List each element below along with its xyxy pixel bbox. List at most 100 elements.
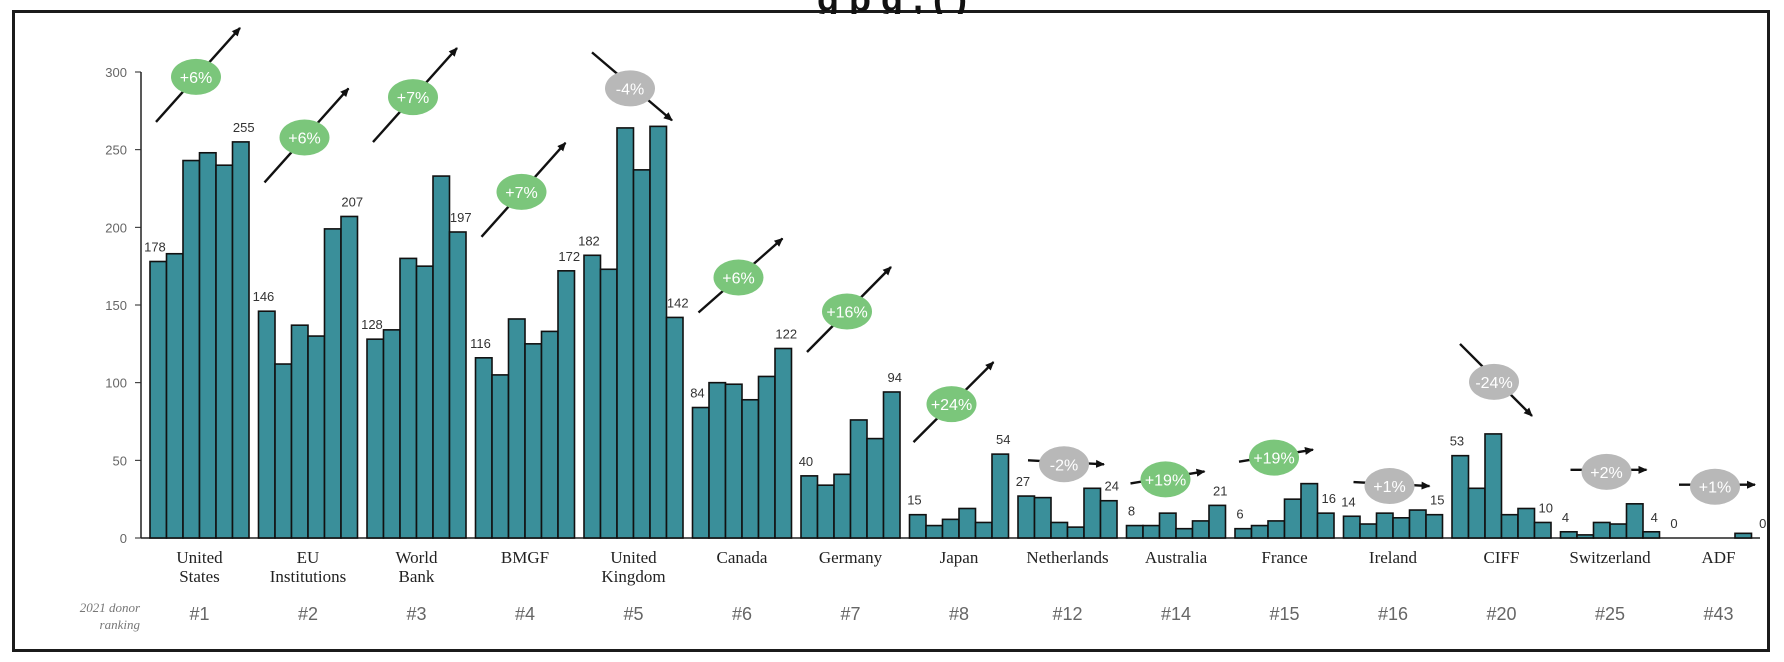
bar-eu-institutions-5 bbox=[340, 215, 359, 539]
data-label-last: 4 bbox=[1651, 510, 1658, 525]
y-tick-label: 50 bbox=[113, 453, 127, 468]
rank-caption-line-1: 2021 donor bbox=[80, 600, 141, 615]
change-bubble bbox=[605, 70, 655, 107]
change-bubble-label: -24% bbox=[1475, 375, 1512, 392]
data-label-first: 0 bbox=[1670, 516, 1677, 531]
data-label-first: 4 bbox=[1562, 510, 1569, 525]
bar-ireland-1 bbox=[1359, 523, 1378, 539]
donor-rank-label: #6 bbox=[732, 604, 752, 624]
bar-australia-1 bbox=[1142, 524, 1161, 539]
donor-rank-label: #2 bbox=[298, 604, 318, 624]
bar-japan-1 bbox=[925, 524, 944, 539]
bar-ireland-4 bbox=[1408, 509, 1427, 539]
bar-canada-3 bbox=[741, 398, 760, 539]
bar-bmgf-4 bbox=[540, 330, 559, 539]
bar-australia-2 bbox=[1158, 512, 1177, 539]
bar-netherlands-5 bbox=[1099, 499, 1118, 539]
data-label-first: 6 bbox=[1236, 507, 1243, 522]
y-tick-label: 100 bbox=[105, 376, 127, 391]
donor-rank-label: #25 bbox=[1595, 604, 1625, 624]
data-label-first: 15 bbox=[907, 493, 921, 508]
change-bubble bbox=[1039, 446, 1089, 483]
change-bubble-label: +1% bbox=[1373, 479, 1405, 496]
bar-japan-0 bbox=[908, 513, 927, 539]
rank-caption-line-2: ranking bbox=[100, 617, 141, 632]
category-label: ADF bbox=[1701, 548, 1735, 567]
data-label-first: 53 bbox=[1450, 434, 1464, 449]
category-label: Ireland bbox=[1369, 548, 1418, 567]
donor-rank-label: #5 bbox=[623, 604, 643, 624]
category-label: Institutions bbox=[270, 567, 347, 586]
y-tick-label: 250 bbox=[105, 143, 127, 158]
bar-switzerland-5 bbox=[1642, 530, 1661, 539]
bar-united-kingdom-4 bbox=[649, 125, 668, 539]
bar-japan-3 bbox=[958, 507, 977, 539]
donor-rank-label: #1 bbox=[189, 604, 209, 624]
data-label-last: 207 bbox=[341, 194, 363, 209]
data-label-first: 14 bbox=[1341, 494, 1355, 509]
data-label-last: 0 bbox=[1759, 516, 1766, 531]
bar-world-bank-4 bbox=[432, 175, 451, 539]
data-label-first: 146 bbox=[253, 289, 275, 304]
bar-bmgf-0 bbox=[474, 357, 493, 539]
change-bubble-label: -4% bbox=[616, 81, 644, 98]
bar-united-kingdom-1 bbox=[599, 268, 618, 539]
data-label-first: 178 bbox=[144, 240, 166, 255]
change-bubble bbox=[1249, 439, 1299, 476]
chart-title-clip: g p g , ( ) bbox=[0, 0, 1784, 14]
bar-world-bank-3 bbox=[415, 265, 434, 539]
bar-ciff-2 bbox=[1484, 433, 1503, 539]
category-label: Kingdom bbox=[601, 567, 665, 586]
change-bubble bbox=[1690, 468, 1740, 505]
bar-ireland-2 bbox=[1375, 512, 1394, 539]
bar-france-2 bbox=[1267, 520, 1286, 539]
category-label: United bbox=[610, 548, 657, 567]
bar-eu-institutions-2 bbox=[290, 324, 309, 539]
bar-bmgf-3 bbox=[524, 343, 543, 539]
bar-ireland-5 bbox=[1425, 513, 1444, 539]
category-label: Netherlands bbox=[1026, 548, 1108, 567]
donor-rank-label: #7 bbox=[840, 604, 860, 624]
bar-ireland-0 bbox=[1342, 515, 1361, 539]
bar-switzerland-2 bbox=[1592, 521, 1611, 539]
bar-ciff-1 bbox=[1467, 487, 1486, 539]
bar-netherlands-0 bbox=[1017, 495, 1036, 539]
bar-france-0 bbox=[1234, 527, 1253, 539]
bar-canada-1 bbox=[708, 381, 727, 539]
bar-eu-institutions-1 bbox=[274, 363, 293, 539]
bar-eu-institutions-3 bbox=[307, 335, 326, 539]
bar-france-3 bbox=[1283, 498, 1302, 539]
bar-germany-3 bbox=[849, 419, 868, 539]
change-bubble bbox=[822, 293, 872, 330]
category-label: Canada bbox=[717, 548, 768, 567]
donor-rank-label: #8 bbox=[949, 604, 969, 624]
data-label-last: 255 bbox=[233, 120, 255, 135]
bar-japan-2 bbox=[941, 518, 960, 539]
bar-netherlands-1 bbox=[1033, 496, 1052, 539]
chart-title-partial: g p g , ( ) bbox=[0, 0, 1784, 14]
bar-world-bank-2 bbox=[399, 257, 418, 539]
bar-ciff-5 bbox=[1533, 521, 1552, 539]
bar-australia-5 bbox=[1208, 504, 1227, 539]
data-label-last: 94 bbox=[888, 370, 902, 385]
category-label: Switzerland bbox=[1569, 548, 1651, 567]
bar-germany-2 bbox=[833, 473, 852, 539]
bar-australia-0 bbox=[1125, 524, 1144, 539]
bar-united-states-4 bbox=[215, 164, 234, 539]
bar-united-kingdom-2 bbox=[616, 127, 635, 539]
data-label-first: 40 bbox=[799, 454, 813, 469]
bar-bmgf-1 bbox=[491, 374, 510, 539]
bar-ireland-3 bbox=[1392, 517, 1411, 539]
change-bubble-label: +1% bbox=[1699, 480, 1731, 497]
bar-switzerland-3 bbox=[1609, 523, 1628, 539]
bar-france-1 bbox=[1250, 524, 1269, 539]
change-bubble-label: +2% bbox=[1590, 465, 1622, 482]
change-bubble bbox=[926, 386, 977, 423]
change-bubble bbox=[496, 173, 547, 210]
bar-germany-1 bbox=[816, 484, 835, 539]
y-tick-label: 150 bbox=[105, 298, 127, 313]
bar-united-states-1 bbox=[165, 252, 184, 539]
bar-canada-2 bbox=[724, 383, 743, 539]
category-label: CIFF bbox=[1484, 548, 1520, 567]
